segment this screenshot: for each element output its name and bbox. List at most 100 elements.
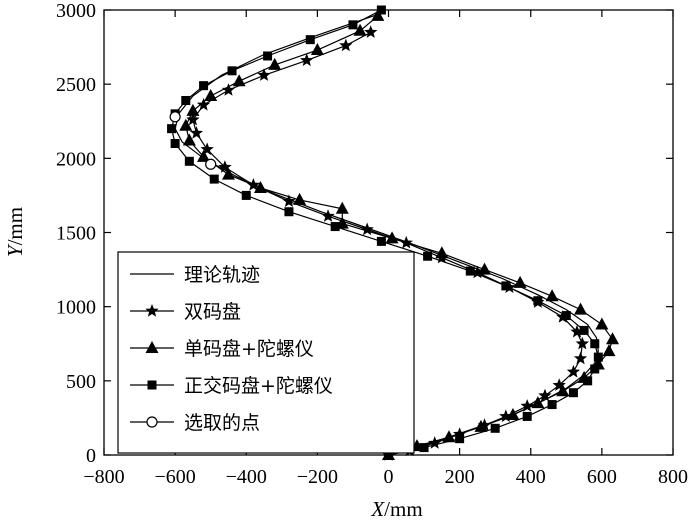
data-point	[263, 51, 273, 61]
data-point	[305, 35, 315, 45]
data-point	[360, 222, 374, 236]
data-point	[570, 324, 584, 338]
series-triangle	[179, 8, 620, 460]
legend-entry: 双码盘	[130, 301, 241, 323]
series-layer	[167, 5, 620, 461]
data-point	[513, 275, 527, 288]
data-point	[282, 194, 296, 207]
data-point	[182, 133, 196, 146]
legend-box	[117, 251, 415, 454]
data-point	[221, 167, 235, 180]
data-point	[474, 419, 488, 432]
data-point	[595, 317, 609, 330]
data-point	[310, 43, 324, 56]
data-point	[465, 266, 475, 276]
legend-marker	[145, 304, 159, 317]
data-point	[531, 396, 545, 409]
data-point	[593, 352, 603, 362]
data-point	[241, 190, 251, 200]
data-point	[209, 174, 219, 184]
data-point	[506, 407, 520, 420]
data-point	[335, 201, 349, 214]
data-point	[221, 83, 236, 96]
data-point	[590, 364, 600, 374]
y-axis-title-unit: /mm	[3, 207, 27, 246]
data-point	[284, 207, 294, 217]
data-point	[384, 450, 393, 460]
data-point	[339, 38, 353, 52]
y-tick-label: 2000	[56, 148, 96, 170]
legend-entry: 单码盘+陀螺仪	[130, 338, 314, 360]
data-point	[435, 246, 449, 259]
y-tick-label: 500	[66, 371, 96, 393]
legend-label: 单码盘+陀螺仪	[184, 338, 314, 360]
x-tick-label: 200	[445, 466, 475, 488]
data-point	[556, 384, 570, 397]
data-point	[353, 23, 367, 36]
y-tick-label: 3000	[56, 0, 96, 22]
legend-label: 选取的点	[184, 412, 260, 434]
x-tick-label: 800	[658, 466, 688, 488]
data-point	[501, 281, 511, 291]
data-point	[376, 5, 386, 15]
y-axis-ticks: 0 500 1000 1500 2000 2500 3000	[56, 0, 673, 467]
data-point	[575, 336, 589, 350]
data-point	[428, 436, 442, 449]
data-point	[184, 156, 194, 166]
data-point	[574, 302, 588, 315]
data-point	[522, 411, 532, 421]
data-point	[300, 53, 314, 67]
data-point	[545, 289, 559, 302]
data-point	[579, 325, 589, 335]
data-point	[227, 66, 237, 76]
legend-entry: 正交码盘+陀螺仪	[130, 375, 333, 397]
data-point	[197, 149, 211, 162]
data-point	[257, 68, 271, 81]
data-point	[602, 344, 616, 357]
legend-label: 正交码盘+陀螺仪	[184, 375, 333, 397]
data-point	[423, 251, 433, 261]
y-tick-label: 1500	[56, 223, 96, 245]
data-point	[232, 74, 246, 87]
x-axis-title-var: X	[370, 497, 385, 521]
legend-marker	[147, 380, 157, 390]
y-tick-label: 2500	[56, 74, 96, 96]
x-axis-ticks: −800 −600 −400 −200 0 200 400 600 800	[83, 10, 688, 488]
data-point	[533, 296, 543, 306]
data-point	[204, 89, 218, 102]
y-tick-label: 1000	[56, 297, 96, 319]
data-point	[181, 95, 191, 105]
data-point	[268, 57, 282, 70]
data-point	[606, 332, 620, 345]
y-tick-label: 0	[86, 445, 96, 467]
data-point	[538, 388, 552, 402]
data-point	[169, 111, 181, 123]
data-point	[478, 262, 492, 275]
data-point	[376, 236, 386, 246]
y-axis-title: Y/mm	[3, 207, 27, 257]
data-point	[455, 434, 465, 444]
data-point	[186, 112, 200, 126]
data-point	[552, 378, 566, 391]
data-point	[590, 339, 600, 349]
legend-marker	[145, 341, 159, 353]
data-point	[419, 443, 429, 453]
data-point	[364, 25, 378, 38]
x-tick-label: −600	[154, 466, 195, 488]
data-point	[568, 388, 578, 398]
data-point	[442, 430, 456, 443]
x-tick-label: −800	[83, 466, 124, 488]
x-axis-title: X/mm	[370, 497, 422, 521]
data-point	[477, 418, 492, 431]
series-square	[167, 5, 603, 460]
data-point	[218, 160, 232, 173]
x-tick-label: 600	[587, 466, 617, 488]
data-point	[470, 265, 485, 279]
legend-entry: 理论轨迹	[130, 264, 260, 286]
data-point	[330, 222, 340, 232]
data-point	[547, 400, 557, 410]
series-line	[174, 13, 599, 456]
data-point	[385, 231, 399, 244]
